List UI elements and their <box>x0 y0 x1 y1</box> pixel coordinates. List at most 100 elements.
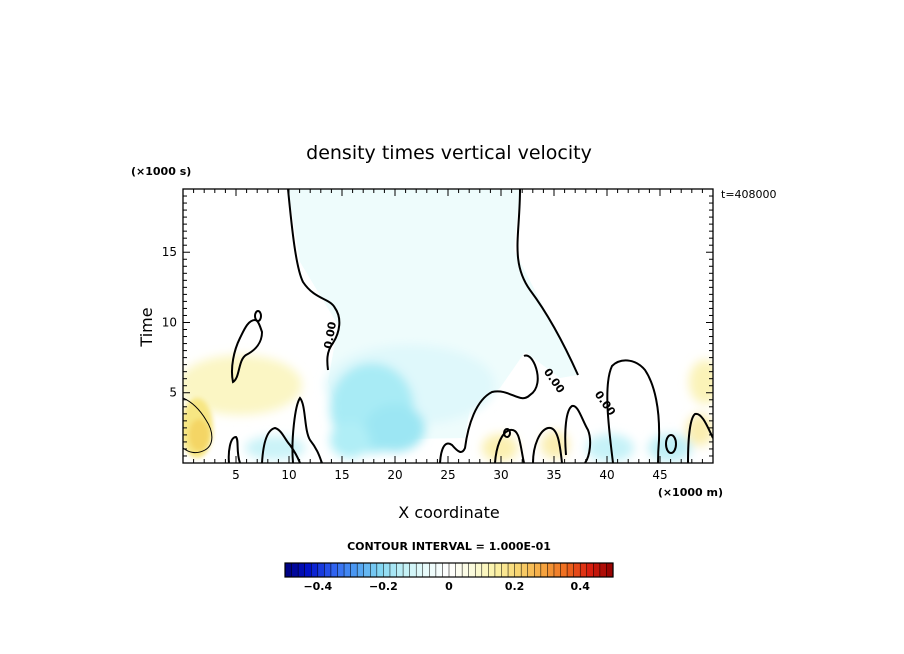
colorbar-cell <box>579 562 588 578</box>
colorbar-cell <box>370 562 378 578</box>
x-tick-label: 20 <box>387 468 402 482</box>
x-axis-label: X coordinate <box>398 503 499 522</box>
colorbar-cell <box>481 562 489 578</box>
colorbar-tick-label: 0.2 <box>505 580 525 593</box>
zero-contour-bump-5 <box>532 426 563 463</box>
zero-contour-bump-3 <box>291 396 323 463</box>
positive-right-edge <box>689 360 713 404</box>
zero-contour-bump-6 <box>564 404 592 463</box>
x-tick-label: 5 <box>232 468 240 482</box>
y-tick-label: 5 <box>169 386 177 400</box>
colorbar-cell <box>553 562 562 578</box>
colorbar-cell <box>429 562 437 578</box>
colorbar-cell <box>363 562 371 578</box>
colorbar-cell <box>488 562 496 578</box>
colorbar-tick-labels: −0.4 −0.2 0 0.2 0.4 <box>303 580 590 593</box>
contour-lines <box>227 189 713 463</box>
zero-contour-right-dome <box>606 359 661 463</box>
colorbar-cell <box>297 562 306 578</box>
colorbar-cell <box>324 562 332 578</box>
colorbar-cell <box>448 562 457 578</box>
colorbar-cell <box>494 562 503 578</box>
colorbar-tick-label: −0.4 <box>303 580 332 593</box>
positive-near-28 <box>482 434 518 462</box>
colorbar-cell <box>330 562 339 578</box>
x-tick-label: 40 <box>599 468 614 482</box>
colorbar-tick-label: −0.2 <box>369 580 398 593</box>
negative-lower-left <box>245 436 305 460</box>
y-unit-label: (×1000 s) <box>131 165 191 178</box>
colorbar-frame <box>284 562 614 578</box>
zero-contour-small-loop <box>254 310 262 322</box>
colorbar-cell <box>514 562 522 578</box>
negative-core-b <box>365 404 425 452</box>
colorbar-cell <box>396 562 404 578</box>
y-tick-label: 10 <box>162 315 177 329</box>
colorbar-cell <box>435 562 443 578</box>
zero-contour-small-loop-2 <box>503 428 511 438</box>
x-tick-label: 30 <box>493 468 508 482</box>
colorbar-tick-label: 0.4 <box>570 580 590 593</box>
colorbar-cell <box>310 562 319 578</box>
colorbar-cell <box>356 562 365 578</box>
x-tick-label: 25 <box>440 468 455 482</box>
time-stamp: t=408000 <box>721 188 777 201</box>
x-tick-label: 35 <box>546 468 561 482</box>
colorbar-cell <box>468 562 476 578</box>
colorbar-cell <box>304 562 312 578</box>
positive-band-left <box>183 355 302 415</box>
colorbar-cell <box>501 562 509 578</box>
negative-core-c <box>330 422 370 458</box>
colorbar-cell <box>383 562 391 578</box>
colorbar-cell <box>455 562 463 578</box>
positive-lower-right <box>686 414 713 446</box>
chart-title: density times vertical velocity <box>306 142 592 164</box>
zero-contour-small-loop-3 <box>665 434 677 454</box>
colorbar-cell <box>291 562 299 578</box>
colorbar-cell <box>586 562 594 578</box>
colorbar-cell <box>402 562 411 578</box>
zero-contour-bump-2 <box>261 426 301 463</box>
colorbar-cell <box>461 562 470 578</box>
colorbar-cell <box>547 562 555 578</box>
contour-interval-text: CONTOUR INTERVAL = 1.000E-01 <box>347 540 551 553</box>
colorbar-cell <box>534 562 542 578</box>
positive-patch-left-core <box>189 419 209 451</box>
colorbar-cell <box>442 562 450 578</box>
colorbar-cell <box>593 562 601 578</box>
colorbar-cell <box>560 562 568 578</box>
colorbar-cell <box>573 562 581 578</box>
colorbar-cell <box>343 562 352 578</box>
colorbar <box>284 562 614 578</box>
y-axis-label: Time <box>137 307 156 347</box>
colorbar-cell <box>317 562 325 578</box>
colorbar-cell <box>474 562 483 578</box>
zero-contour-blob-left <box>230 318 264 384</box>
colorbar-cell <box>599 562 607 578</box>
colorbar-cell <box>540 562 548 578</box>
colorbar-cell <box>284 562 293 578</box>
colorbar-cell <box>337 562 345 578</box>
colorbar-cell <box>376 562 384 578</box>
colorbar-cell <box>520 562 529 578</box>
negative-near-40 <box>586 434 634 462</box>
x-unit-label: (×1000 m) <box>658 486 723 499</box>
x-tick-label: 10 <box>281 468 296 482</box>
contour-value-label: 0.00 <box>322 320 340 349</box>
colorbar-cell <box>606 562 614 578</box>
colorbar-cell <box>409 562 417 578</box>
axis-ticks <box>183 189 713 463</box>
zero-contour-middle <box>439 354 539 463</box>
zero-contour-right-edge <box>687 412 713 463</box>
y-tick-label: 15 <box>162 245 177 259</box>
colorbar-cell <box>415 562 424 578</box>
x-tick-label: 45 <box>652 468 667 482</box>
colorbar-cell <box>507 562 516 578</box>
zero-contour-bump-1 <box>227 435 241 463</box>
colorbar-cell <box>389 562 398 578</box>
x-tick-labels: 5 10 15 20 25 30 35 40 45 <box>232 468 667 482</box>
x-tick-label: 15 <box>334 468 349 482</box>
y-tick-labels: 5 10 15 <box>162 245 177 400</box>
zero-contour-right-plume <box>516 189 579 376</box>
